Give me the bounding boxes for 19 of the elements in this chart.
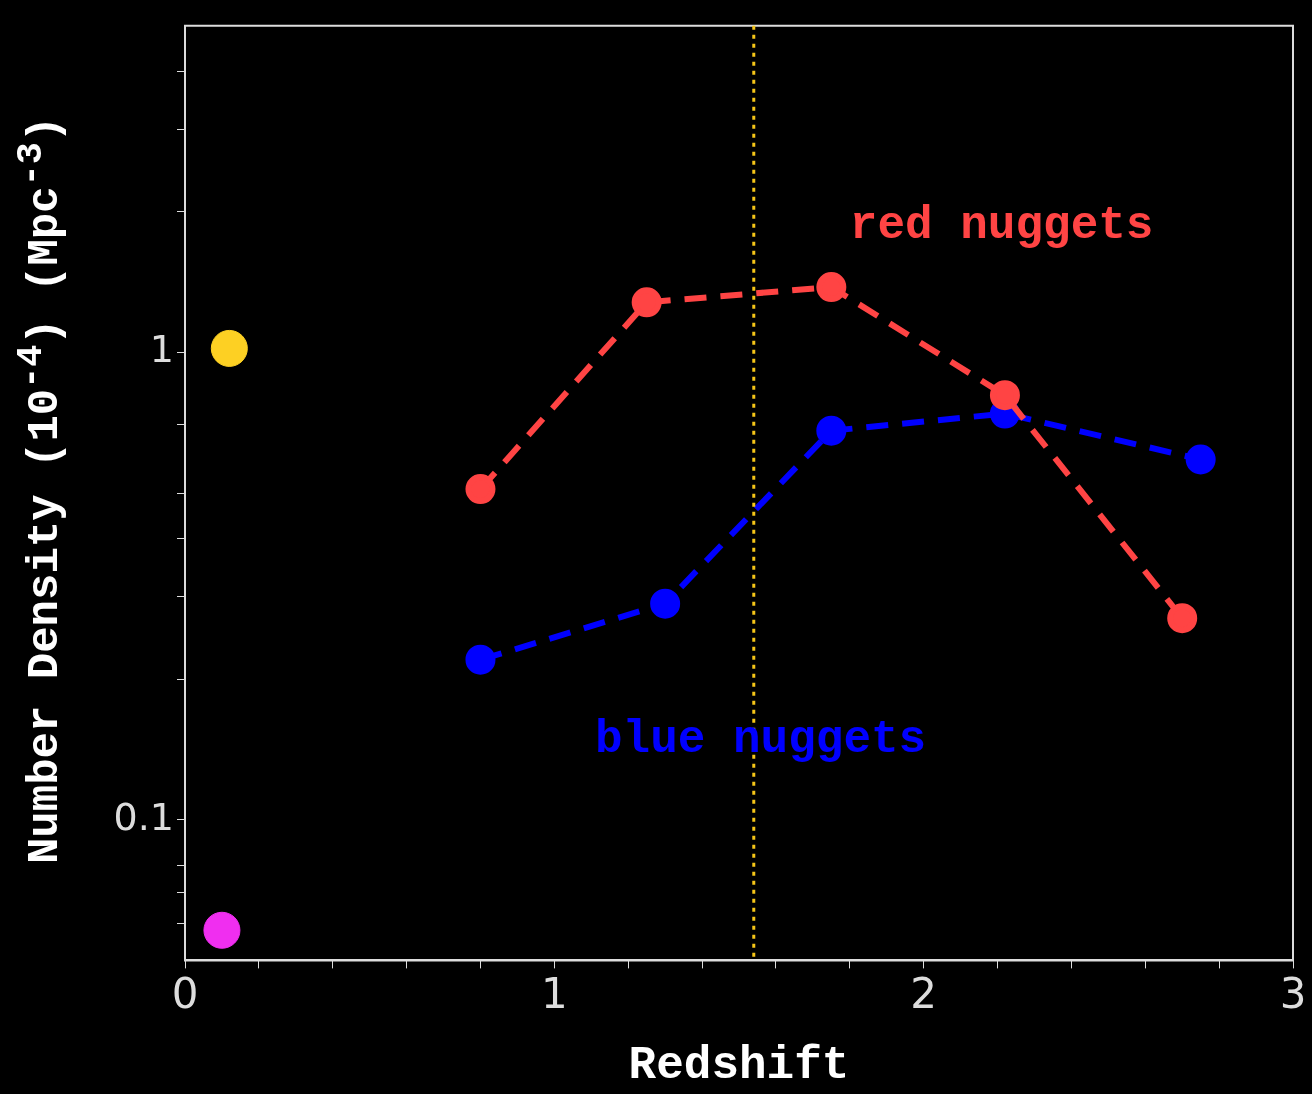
series-label: red nuggets <box>849 200 1154 253</box>
point <box>210 329 248 367</box>
point <box>816 415 847 446</box>
point <box>1167 603 1198 634</box>
x-tick-label: 3 <box>1279 968 1307 1018</box>
x-axis-title: Redshift <box>628 1039 850 1092</box>
point <box>816 272 847 303</box>
point <box>631 287 662 318</box>
series-label: blue nuggets <box>594 714 927 767</box>
point <box>465 474 496 505</box>
point <box>465 644 496 675</box>
point <box>650 588 681 619</box>
point <box>1185 444 1216 475</box>
x-tick-label: 0 <box>171 968 199 1018</box>
point <box>989 380 1020 411</box>
point <box>203 911 241 949</box>
x-tick-label: 1 <box>540 968 568 1018</box>
x-tick-label: 2 <box>910 968 938 1018</box>
y-tick-label: 0.1 <box>113 794 174 839</box>
